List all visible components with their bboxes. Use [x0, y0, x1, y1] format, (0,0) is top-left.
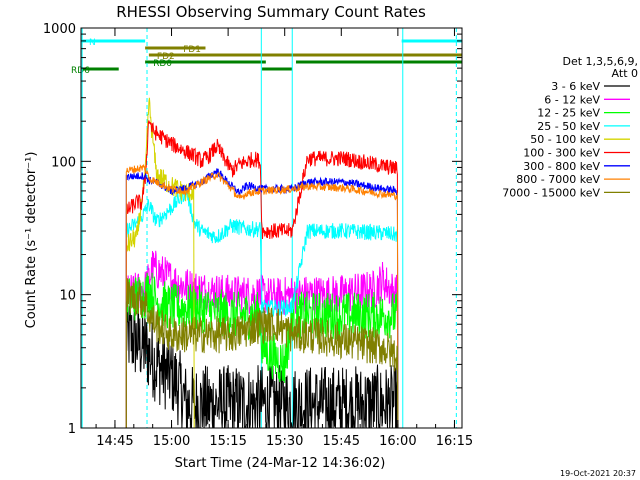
y-axis: 1 10 100 1000 [43, 22, 462, 437]
plot-frame [80, 27, 463, 429]
x-tick-label-3: 15:30 [266, 434, 303, 449]
x-axis-label: Start Time (24-Mar-12 14:36:02) [175, 456, 386, 471]
series-line-2 [125, 272, 399, 429]
chart-title: RHESSI Observing Summary Count Rates [116, 3, 426, 21]
flag-label-n: N [89, 38, 96, 48]
series-line-5 [125, 120, 399, 429]
x-tick-label-4: 15:45 [323, 434, 360, 449]
series-line-7 [125, 163, 399, 429]
series-line-0 [125, 296, 399, 429]
flag-label-rd0: RD0 [153, 59, 172, 69]
legend-label-7: 800 - 7000 keV [516, 173, 600, 186]
x-axis: 14:45 15:00 15:15 15:30 15:45 16:00 16:15 [95, 28, 473, 449]
legend-label-1: 6 - 12 keV [544, 93, 600, 106]
flag-label-fd2: FD2 [157, 52, 175, 62]
legend-header-1: Att 0 [612, 67, 638, 80]
x-tick-label-5: 16:00 [379, 434, 416, 449]
x-tick-label-2: 15:15 [209, 434, 246, 449]
series-line-3 [125, 186, 399, 429]
series-line-4 [125, 97, 195, 429]
y-tick-label-1: 10 [59, 289, 76, 304]
y-axis-label: Count Rate (s⁻¹ detector⁻¹) [24, 152, 39, 329]
flag-label-fd1: FD1 [183, 45, 201, 55]
series-line-8 [125, 278, 399, 429]
series-lines [125, 97, 399, 429]
legend-label-6: 300 - 800 keV [523, 160, 600, 173]
legend-label-3: 25 - 50 keV [537, 120, 600, 133]
y-tick-label-0: 1 [68, 422, 76, 437]
legend-label-8: 7000 - 15000 keV [502, 186, 600, 199]
x-tick-label-0: 14:45 [96, 434, 133, 449]
legend-label-0: 3 - 6 keV [551, 80, 600, 93]
x-tick-label-1: 15:00 [153, 434, 190, 449]
legend-label-4: 50 - 100 keV [530, 133, 600, 146]
x-tick-label-6: 16:15 [436, 434, 473, 449]
legend-label-2: 12 - 25 keV [537, 107, 600, 120]
timestamp: 19-Oct-2021 20:37 [560, 469, 636, 478]
legend-label-5: 100 - 300 keV [523, 147, 600, 160]
y-tick-label-2: 100 [51, 155, 76, 170]
legend-header-0: Det 1,3,5,6,9, [562, 55, 638, 68]
y-tick-label-3: 1000 [43, 22, 76, 37]
